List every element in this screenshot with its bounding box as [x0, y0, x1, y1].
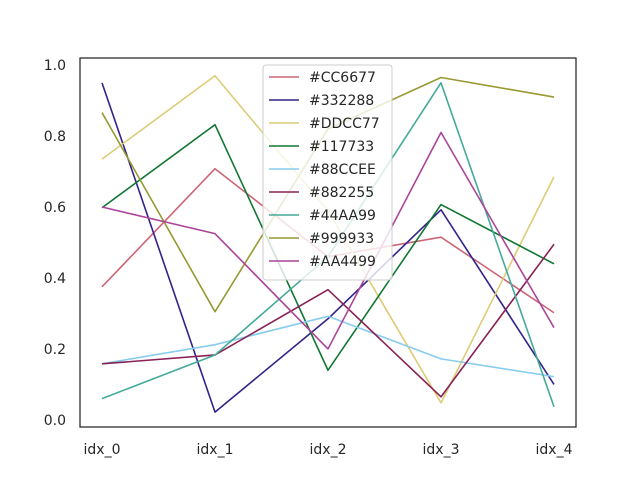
y-tick-label: 0.4: [44, 271, 66, 287]
y-tick-label: 0.0: [44, 413, 66, 429]
legend-label: #332288: [309, 93, 374, 109]
legend: #CC6677 #332288 #DDCC77 #117733 #88CCEE #8822…: [262, 64, 393, 281]
y-tick-label: 0.2: [44, 342, 66, 358]
legend-label: #44AA99: [309, 208, 376, 224]
x-axis-ticks: idx_0 idx_1 idx_2 idx_3 idx_4: [84, 442, 573, 458]
legend-label: #882255: [309, 185, 374, 201]
legend-box: [262, 64, 393, 281]
y-axis-ticks: 0.0 0.2 0.4 0.6 0.8 1.0: [44, 58, 66, 429]
plot-frame: [79, 57, 577, 428]
legend-label: #88CCEE: [309, 162, 376, 178]
x-tick-label: idx_1: [197, 442, 234, 458]
legend-label: #DDCC77: [309, 116, 380, 132]
legend-label: #999933: [309, 231, 374, 247]
x-tick-label: idx_2: [310, 442, 347, 458]
y-tick-label: 0.8: [44, 129, 66, 145]
y-tick-label: 0.6: [44, 200, 66, 216]
series-line: [101, 82, 555, 413]
legend-label: #117733: [309, 139, 374, 155]
series-line: [101, 315, 555, 378]
x-tick-label: idx_0: [84, 442, 121, 458]
legend-label: #CC6677: [309, 70, 376, 86]
y-tick-label: 1.0: [44, 58, 66, 74]
legend-label: #AA4499: [309, 254, 376, 270]
series-line: [101, 243, 555, 398]
series-line: [101, 131, 555, 350]
series-line: [101, 123, 555, 372]
x-tick-label: idx_3: [423, 442, 460, 458]
x-tick-label: idx_4: [536, 442, 573, 458]
